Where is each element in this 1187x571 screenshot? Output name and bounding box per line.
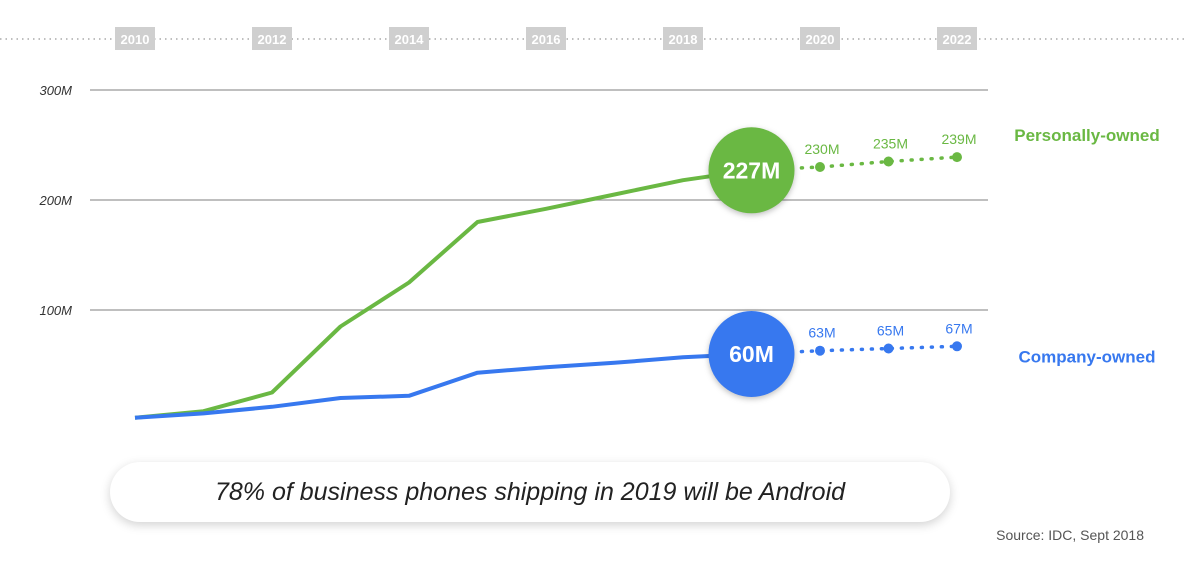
x-tick-box xyxy=(115,27,155,50)
callout-banner: 78% of business phones shipping in 2019 … xyxy=(110,462,950,522)
forecast-label: 230M xyxy=(804,141,839,157)
forecast-point xyxy=(883,343,894,354)
highlight-point xyxy=(708,311,795,397)
x-tick-box xyxy=(389,27,429,50)
x-tick-label: 2012 xyxy=(258,32,287,47)
x-tick-label: 2020 xyxy=(806,32,835,47)
y-tick-label: 100M xyxy=(39,303,72,318)
highlight-label: 60M xyxy=(729,341,774,367)
forecast-point xyxy=(883,156,894,167)
callout-text: 78% of business phones shipping in 2019 … xyxy=(214,477,846,506)
x-tick-box xyxy=(663,27,703,50)
forecast-point xyxy=(952,152,962,163)
forecast-label: 63M xyxy=(808,325,835,341)
forecast-label: 67M xyxy=(945,320,972,336)
forecast-label: 235M xyxy=(873,136,908,152)
x-tick-label: 2010 xyxy=(121,32,150,47)
legend-label: Personally-owned xyxy=(1014,126,1159,145)
forecast-point xyxy=(815,162,825,172)
highlight-label: 227M xyxy=(723,157,781,183)
forecast-line xyxy=(749,344,959,356)
series-line xyxy=(134,352,752,420)
x-tick-label: 2018 xyxy=(669,32,698,47)
x-tick-label: 2014 xyxy=(395,32,425,47)
forecast-point xyxy=(952,341,962,352)
x-tick-box xyxy=(252,27,292,50)
x-tick-label: 2022 xyxy=(943,32,972,47)
highlight-point xyxy=(708,127,795,214)
x-tick-label: 2016 xyxy=(532,32,561,47)
forecast-line xyxy=(749,155,959,173)
x-tick-box xyxy=(800,27,840,50)
legend-label: Company-owned xyxy=(1019,347,1156,366)
source-note: Source: IDC, Sept 2018 xyxy=(996,527,1144,543)
y-tick-label: 300M xyxy=(39,83,72,98)
forecast-label: 239M xyxy=(941,131,976,147)
x-tick-box xyxy=(526,27,566,50)
y-tick-label: 200M xyxy=(38,193,72,208)
forecast-label: 65M xyxy=(877,323,904,339)
forecast-point xyxy=(815,345,825,356)
x-tick-box xyxy=(937,27,977,50)
series-line xyxy=(134,168,752,420)
